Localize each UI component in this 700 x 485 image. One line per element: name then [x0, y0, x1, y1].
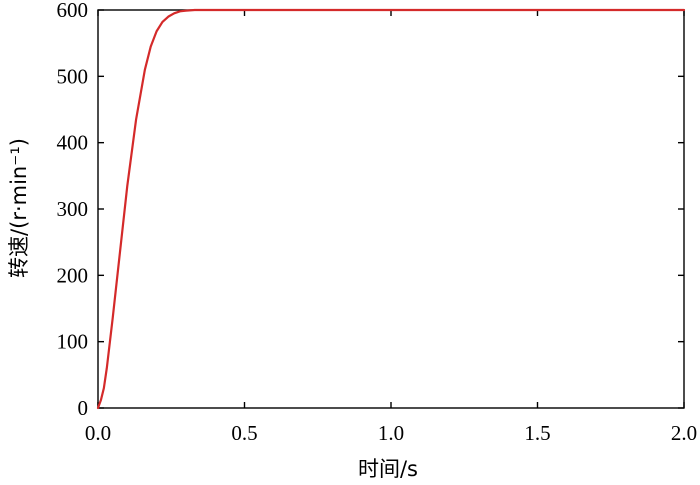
x-axis-title: 时间/s	[358, 457, 418, 481]
y-tick-label: 600	[57, 0, 89, 22]
x-tick-label: 1.0	[378, 421, 404, 445]
y-tick-label: 0	[78, 396, 89, 420]
x-tick-label: 2.0	[671, 421, 697, 445]
y-axis-title: 转速/(r·min⁻¹)	[7, 138, 31, 278]
y-tick-label: 200	[57, 263, 89, 287]
x-tick-label: 1.5	[524, 421, 550, 445]
y-tick-label: 300	[57, 197, 89, 221]
y-tick-label: 500	[57, 64, 89, 88]
plot-area	[97, 9, 685, 409]
y-tick-label: 100	[57, 330, 89, 354]
series-line	[96, 8, 686, 410]
axis-ticks: 0.0 0.5 1.0 1.5 2.0 0 100 200 300 400 500 600	[57, 0, 698, 445]
x-tick-label: 0.0	[85, 421, 111, 445]
x-tick-label: 0.5	[231, 421, 257, 445]
series-group	[96, 8, 686, 410]
plot-frame	[97, 9, 685, 409]
y-tick-label: 400	[57, 131, 89, 155]
